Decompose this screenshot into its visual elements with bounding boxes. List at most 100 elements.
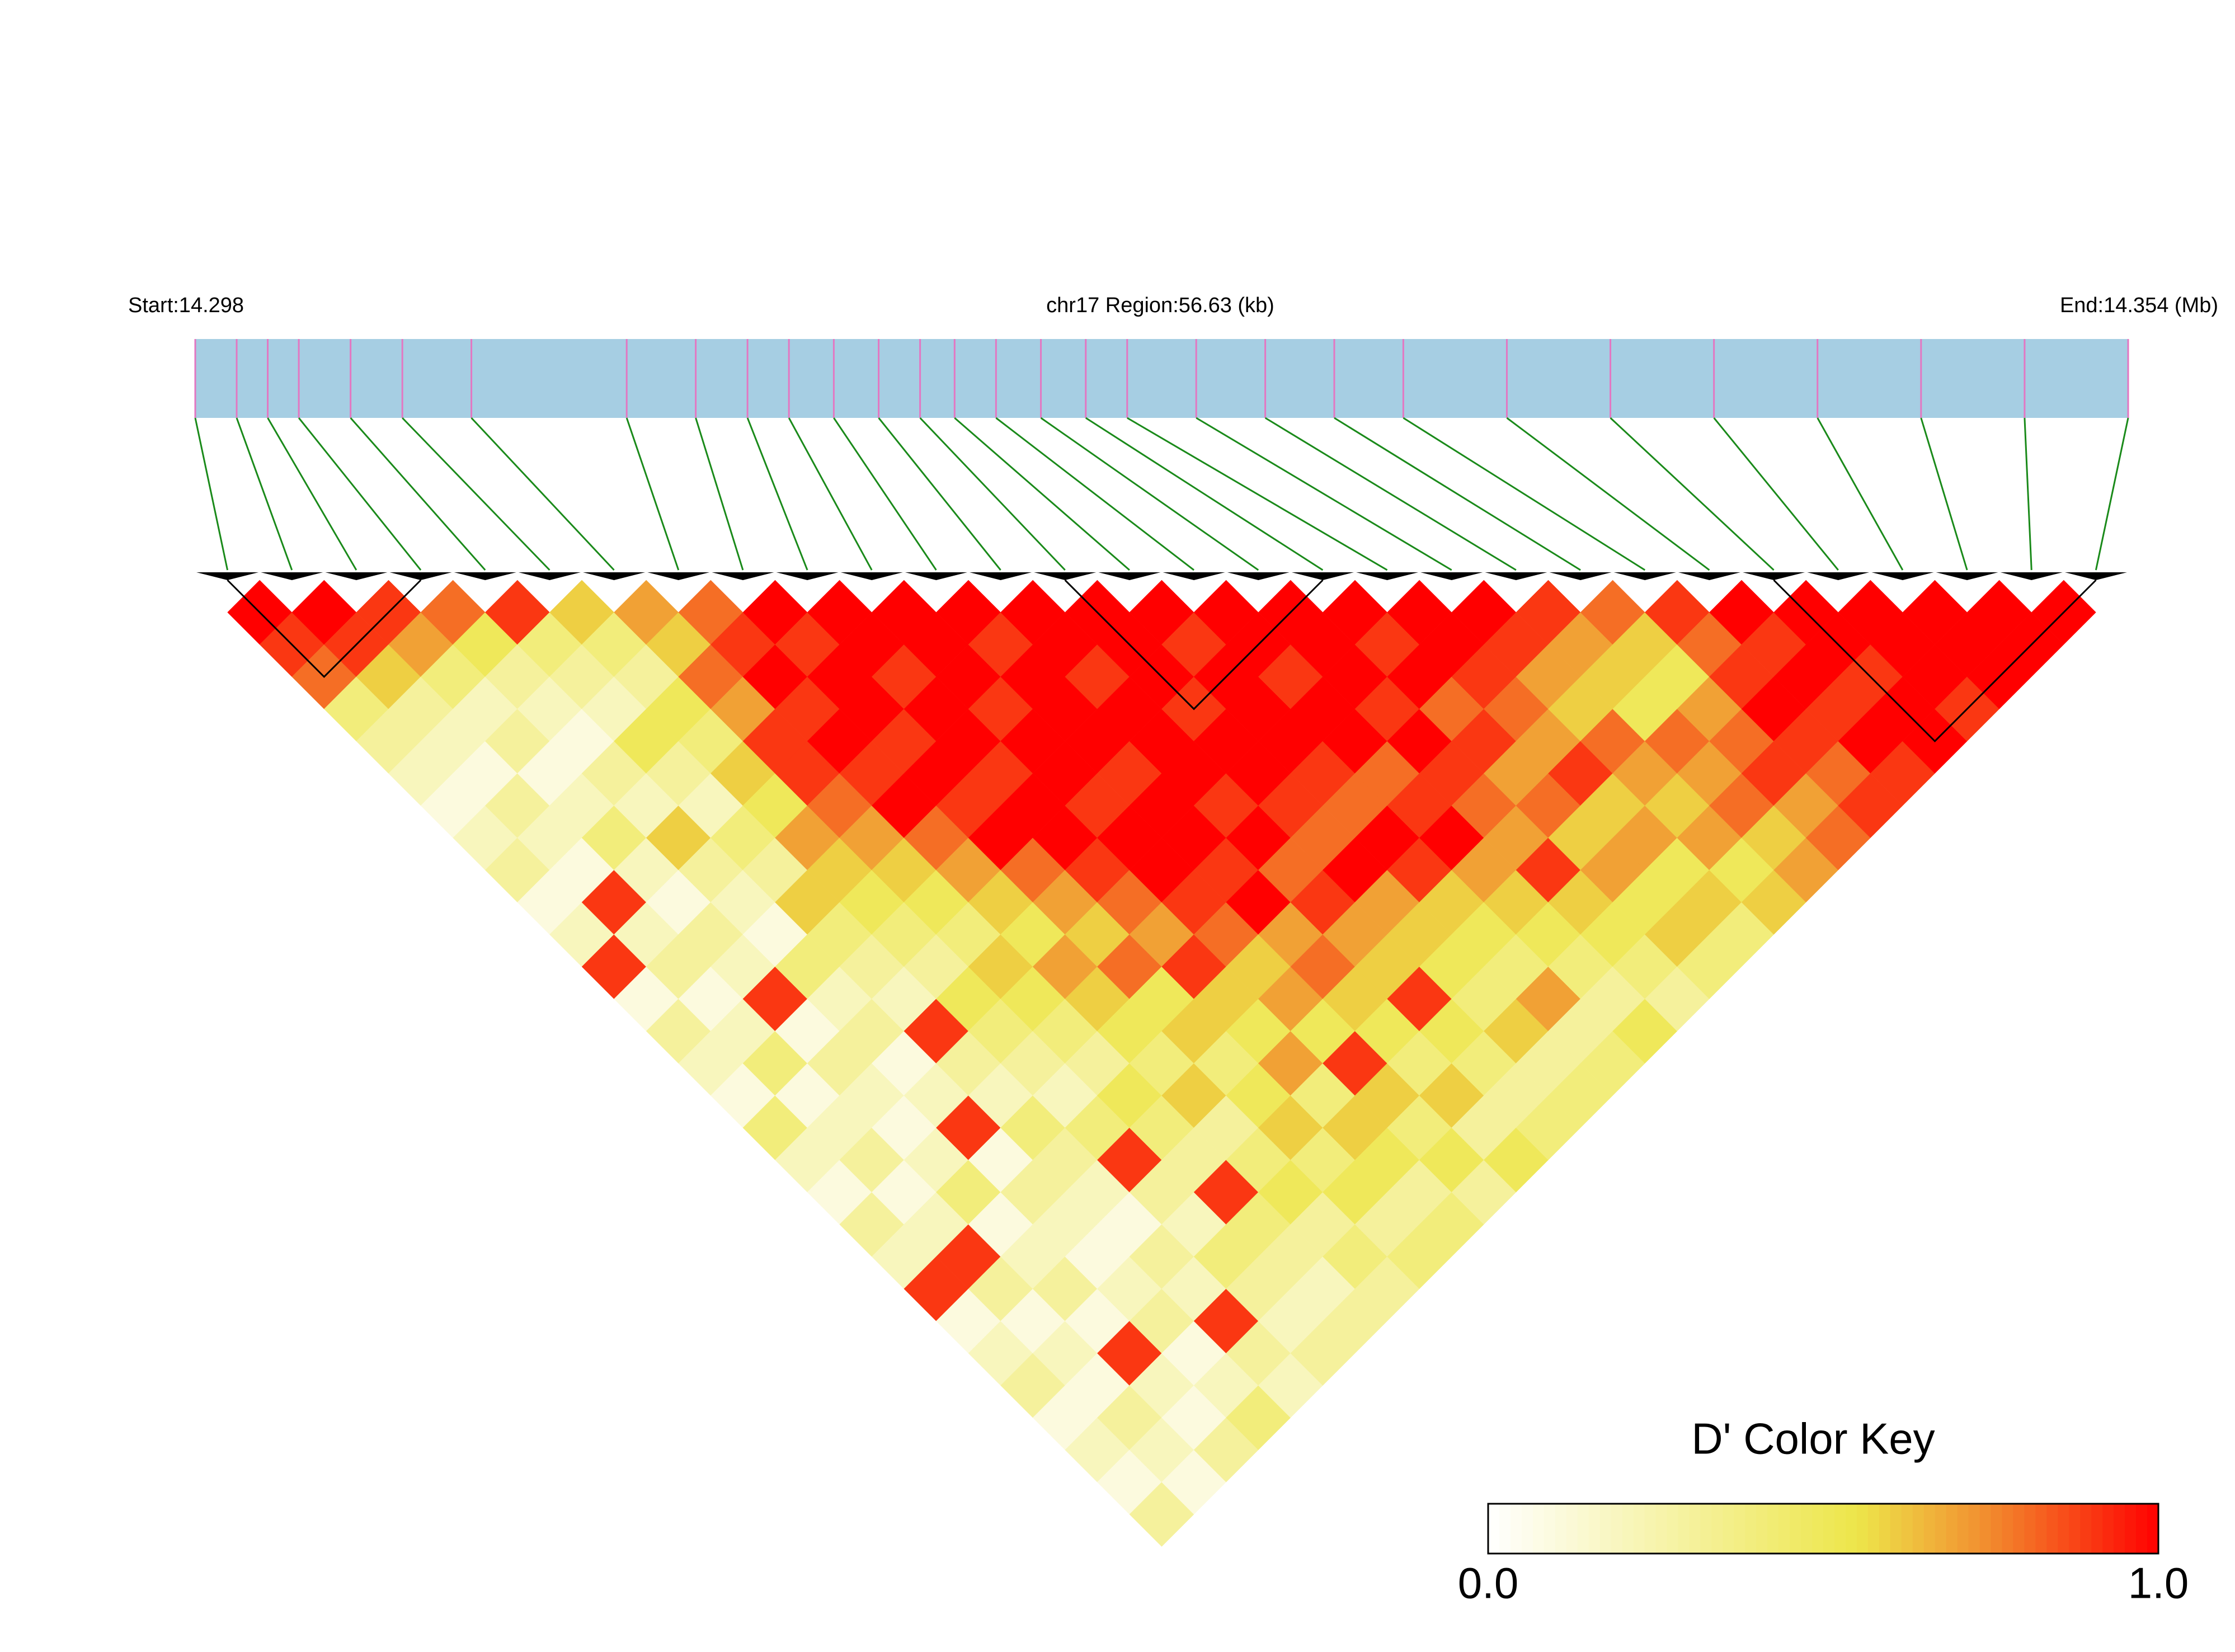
snp-link: [746, 417, 808, 571]
color-key-swatch: [1912, 1504, 1925, 1554]
color-key-frame: [1487, 1503, 2159, 1555]
color-key-swatch: [1599, 1504, 1612, 1554]
snp-link: [1264, 417, 1517, 571]
color-key-swatch: [1856, 1504, 1869, 1554]
color-key-swatch: [1879, 1504, 1891, 1554]
snp-marker: [583, 572, 646, 580]
color-key-swatch: [1566, 1504, 1578, 1554]
snp-link: [267, 417, 357, 571]
color-key-swatch: [2024, 1504, 2036, 1554]
color-key-swatch: [2114, 1504, 2125, 1554]
color-key-title: D' Color Key: [1691, 1414, 1935, 1463]
ld-block: [1773, 579, 2097, 743]
color-key-swatch: [1767, 1504, 1779, 1554]
snp-marker: [389, 572, 452, 580]
snp-link: [995, 417, 1194, 571]
color-key-swatch: [1957, 1504, 1969, 1554]
color-key-swatch: [1845, 1504, 1857, 1554]
snp-link: [470, 417, 615, 571]
snp-marker: [1163, 572, 1225, 580]
color-key-swatch: [1577, 1504, 1589, 1554]
snp-link: [919, 417, 1066, 571]
color-key-swatch: [2013, 1504, 2025, 1554]
snp-link: [833, 417, 937, 571]
snp-link: [1196, 417, 1452, 571]
color-key-swatch: [2136, 1504, 2148, 1554]
snp-marker: [1420, 572, 1483, 580]
snp-marker: [1291, 572, 1354, 580]
color-key-swatch: [2046, 1504, 2058, 1554]
snp-marker: [1678, 572, 1740, 580]
snp-marker: [647, 572, 710, 580]
color-key-swatch: [1923, 1504, 1936, 1554]
color-key-tick-label: 1.0: [2128, 1559, 2189, 1608]
snp-link: [1817, 417, 1904, 571]
chart-title: chr17 Region:56.63 (kb): [1046, 294, 1274, 317]
snp-link: [1920, 417, 1968, 571]
snp-link: [878, 417, 1001, 571]
color-key-swatch: [1622, 1504, 1634, 1554]
snp-link: [2024, 417, 2032, 571]
snp-link: [1334, 417, 1581, 571]
color-key-swatch: [1655, 1504, 1667, 1554]
snp-link: [625, 417, 680, 571]
color-key-swatch: [1745, 1504, 1757, 1554]
snp-link: [1610, 417, 1775, 571]
snp-link: [1040, 417, 1259, 571]
color-key-swatch: [2080, 1504, 2092, 1554]
color-key-swatch: [1901, 1504, 1913, 1554]
color-key-swatch: [2069, 1504, 2081, 1554]
color-key-swatch: [1946, 1504, 1958, 1554]
snp-marker: [1034, 572, 1097, 580]
snp-link: [1085, 417, 1324, 571]
color-key-swatch: [1834, 1504, 1846, 1554]
snp-marker: [518, 572, 581, 580]
region-bar: [195, 339, 2128, 418]
color-key-swatch: [1510, 1504, 1522, 1554]
snp-link: [1127, 417, 1388, 571]
color-key-swatch: [1633, 1504, 1645, 1554]
color-key-swatch: [2058, 1504, 2069, 1554]
snp-link: [350, 417, 486, 571]
color-key-swatch: [1521, 1504, 1533, 1554]
color-key-swatch: [1555, 1504, 1567, 1554]
color-key-swatch: [1611, 1504, 1623, 1554]
snp-marker: [2064, 572, 2127, 580]
color-key-swatch: [1700, 1504, 1712, 1554]
snp-marker: [712, 572, 774, 580]
snp-marker: [776, 572, 839, 580]
snp-link: [1713, 417, 1839, 571]
color-key-swatch: [2002, 1504, 2013, 1554]
snp-marker: [1485, 572, 1547, 580]
snp-marker: [1227, 572, 1290, 580]
color-key-swatch: [1734, 1504, 1745, 1554]
color-key-swatch: [1801, 1504, 1813, 1554]
snp-link: [695, 417, 744, 571]
color-key-swatch: [1644, 1504, 1656, 1554]
color-key-swatch: [1890, 1504, 1902, 1554]
color-key-swatch: [1790, 1504, 1801, 1554]
snp-link: [788, 417, 873, 571]
color-key-swatch: [1823, 1504, 1835, 1554]
snp-marker: [325, 572, 388, 580]
snp-marker: [1807, 572, 1870, 580]
snp-link: [954, 417, 1130, 571]
ld-block: [227, 579, 422, 678]
color-key-swatch: [1544, 1504, 1556, 1554]
color-key-swatch: [2125, 1504, 2137, 1554]
color-key-swatch: [1968, 1504, 1980, 1554]
color-key-swatch: [1689, 1504, 1701, 1554]
color-key-swatch: [1678, 1504, 1690, 1554]
snp-marker: [261, 572, 323, 580]
color-key-swatch: [1711, 1504, 1723, 1554]
color-key-swatch: [1935, 1504, 1947, 1554]
color-key-swatch: [1812, 1504, 1824, 1554]
color-key-swatch: [1488, 1504, 1500, 1554]
start-label: Start:14.298: [128, 294, 244, 317]
color-key-swatch: [2102, 1504, 2114, 1554]
end-label: End:14.354 (Mb): [2060, 294, 2218, 317]
color-key-swatch: [1979, 1504, 1991, 1554]
color-key-tick-label: 0.0: [1458, 1559, 1518, 1608]
snp-link: [298, 417, 422, 571]
